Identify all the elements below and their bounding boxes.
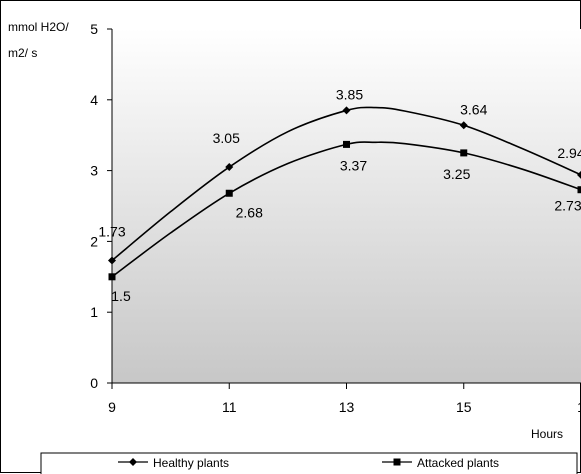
- data-point-attacked-plants: [343, 141, 350, 148]
- data-point-attacked-plants: [226, 190, 233, 197]
- y-tick-label: 3: [90, 163, 98, 179]
- data-label: 3.37: [340, 157, 367, 173]
- legend-label: Attacked plants: [417, 456, 499, 470]
- y-axis-title-line-1: mmol H2O/: [8, 20, 69, 34]
- data-label: 2.94: [557, 145, 581, 161]
- legend-marker-square: [394, 459, 401, 466]
- legend-label: Healthy plants: [153, 456, 229, 470]
- data-label: 1.73: [98, 224, 125, 240]
- data-label: 1.5: [111, 288, 131, 304]
- y-tick-label: 2: [90, 233, 98, 249]
- data-label: 3.85: [336, 86, 363, 102]
- data-label: 2.73: [554, 198, 581, 214]
- data-label: 3.64: [460, 101, 487, 117]
- x-tick-label: 15: [456, 399, 472, 415]
- y-tick-label: 1: [90, 304, 98, 320]
- x-tick-label: 11: [222, 399, 237, 415]
- data-label: 3.05: [213, 130, 240, 146]
- data-label: 2.68: [236, 204, 263, 220]
- data-point-attacked-plants: [578, 186, 581, 193]
- data-point-attacked-plants: [460, 149, 467, 156]
- y-axis-title-line-2: m2/ s: [8, 46, 37, 60]
- plot-area-background: [112, 29, 581, 383]
- y-tick-label: 5: [90, 21, 98, 37]
- y-tick-label: 0: [90, 375, 98, 391]
- x-tick-label: 9: [108, 399, 116, 415]
- data-label: 3.25: [443, 166, 470, 182]
- y-tick-label: 4: [90, 92, 98, 108]
- x-tick-label: 1: [577, 399, 581, 415]
- x-axis-title: Hours: [531, 427, 563, 441]
- data-point-attacked-plants: [109, 273, 116, 280]
- x-tick-label: 13: [339, 399, 355, 415]
